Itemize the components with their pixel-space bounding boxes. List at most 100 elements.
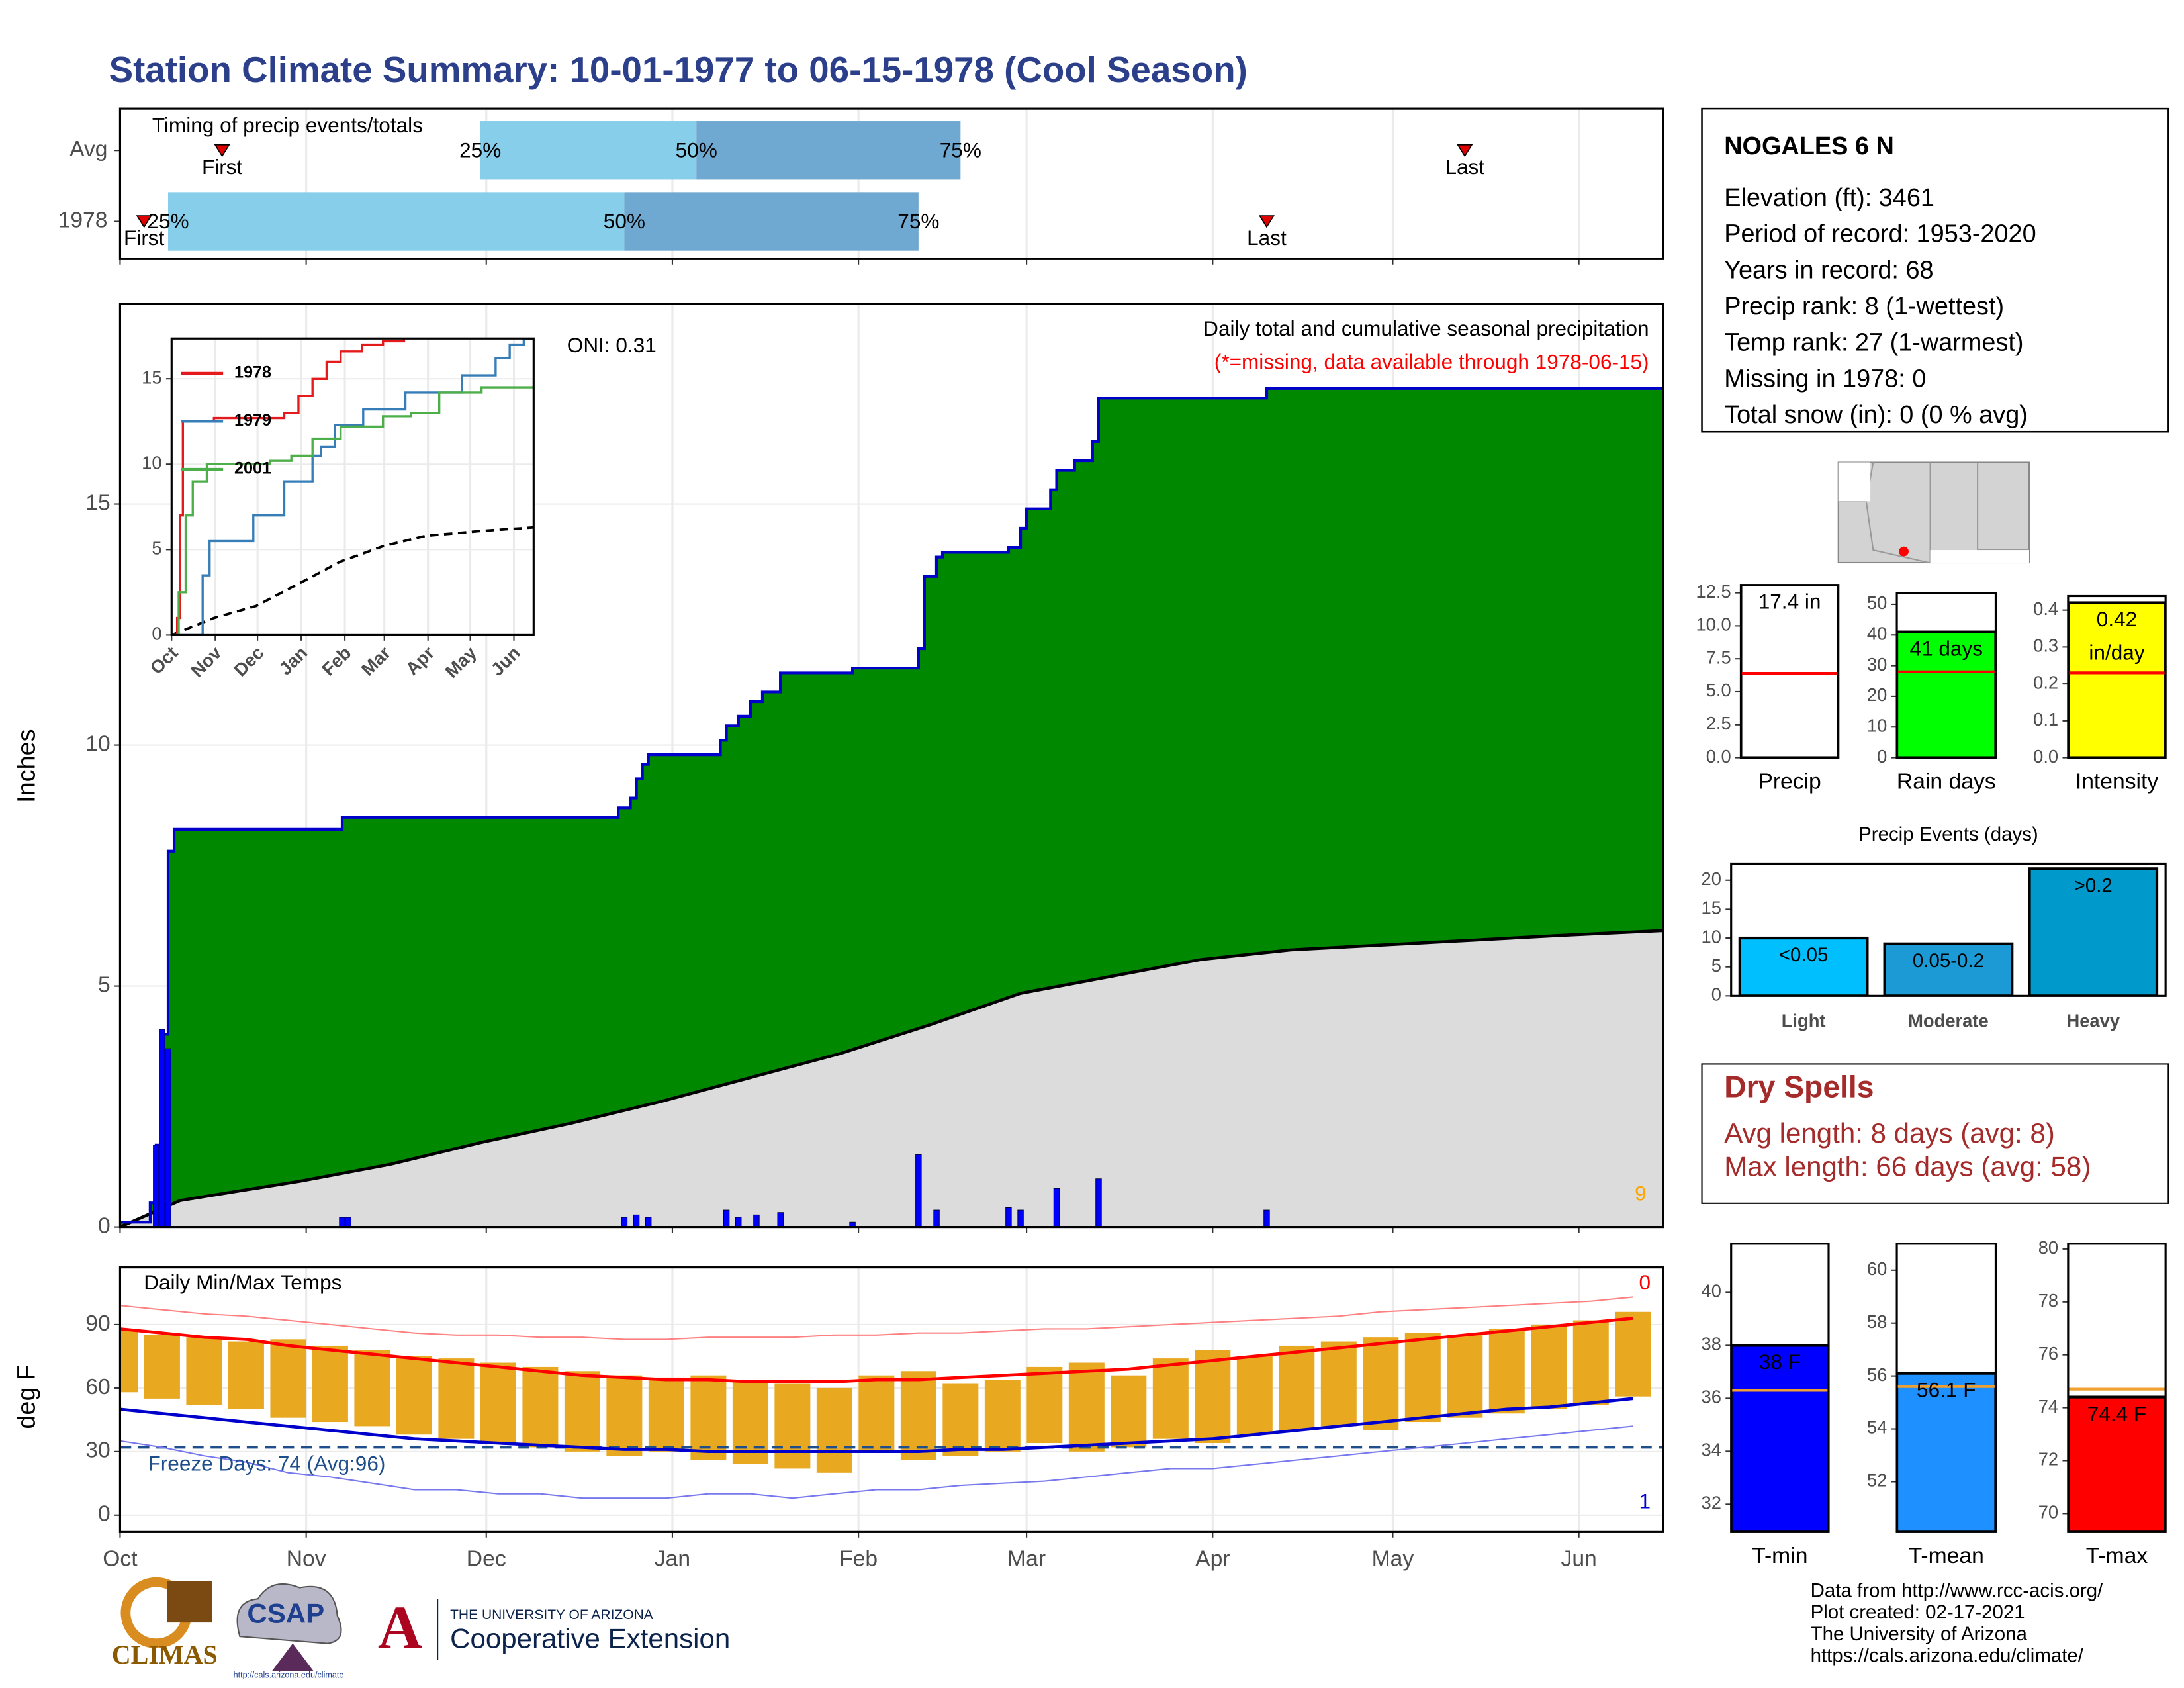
- y-tick-label: 34: [1702, 1440, 1721, 1460]
- y-tick-label: 2.5: [1706, 713, 1731, 733]
- y-tick-label: 5: [98, 972, 111, 997]
- y-tick-label: 0: [98, 1502, 111, 1526]
- normal-area: [120, 930, 1663, 1227]
- csap-text: CSAP: [247, 1598, 324, 1629]
- y-tick-label: 0: [152, 624, 161, 644]
- temp-bar: [522, 1366, 559, 1448]
- daily-bar: [1263, 1209, 1270, 1227]
- footer-line: The University of Arizona: [1811, 1623, 2028, 1645]
- temp-bar: [1488, 1329, 1525, 1414]
- bin-label: 0.05-0.2: [1913, 950, 1984, 972]
- daily-bar: [1053, 1188, 1060, 1227]
- timing-title: Timing of precip events/totals: [152, 113, 423, 137]
- page-title: Station Climate Summary: 10-01-1977 to 0…: [109, 49, 1248, 90]
- footer-line: Plot created: 02-17-2021: [1811, 1601, 2025, 1623]
- y-tick-label: 52: [1867, 1470, 1887, 1491]
- daily-bar: [933, 1209, 940, 1227]
- y-tick-label: 32: [1702, 1493, 1721, 1513]
- plot-area: [120, 1296, 1663, 1499]
- x-tick-label: T-mean: [1909, 1544, 1984, 1568]
- temp-bar: [1363, 1337, 1399, 1430]
- y-tick-label: 36: [1702, 1387, 1721, 1407]
- timing-marker: [1457, 144, 1473, 158]
- timing-bar: [480, 121, 697, 180]
- y-axis-label: Inches: [13, 729, 41, 803]
- csap-cloud: [236, 1583, 342, 1644]
- plot-frame: [1730, 862, 2167, 997]
- csap-url: http://cals.arizona.edu/climate: [234, 1670, 344, 1679]
- oni-label: ONI: 0.31: [567, 333, 657, 357]
- y-tick-label: 0.3: [2033, 635, 2058, 656]
- y-tick-label: 40: [1702, 1281, 1721, 1301]
- plot-area: [1741, 585, 1839, 758]
- y-tick-label: 60: [1867, 1258, 1887, 1279]
- plot-frame: [118, 107, 1664, 260]
- daily-bar: [633, 1214, 640, 1227]
- daily-bar: [777, 1212, 784, 1227]
- temp-bar: [1026, 1366, 1063, 1444]
- y-tick-label: 10: [1702, 926, 1721, 947]
- y-tick-label: 40: [1867, 623, 1887, 643]
- x-tick-label: Precip: [1758, 769, 1821, 794]
- y-axis-label: deg F: [13, 1365, 41, 1429]
- daily-bar: [1095, 1178, 1102, 1227]
- temp-bar: [1111, 1375, 1147, 1448]
- daily-bar: [153, 1145, 159, 1227]
- temp-bar: [1152, 1358, 1189, 1439]
- chart-title: Daily Min/Max Temps: [144, 1270, 341, 1294]
- bar: [1738, 936, 1869, 996]
- plot-frame: [118, 1266, 1664, 1533]
- y-tick-label: 20: [1867, 684, 1887, 705]
- y-tick-label: 5: [152, 538, 161, 559]
- percent-label: 25%: [459, 138, 501, 162]
- y-tick-label: 10.0: [1696, 614, 1731, 635]
- ua-logo: A: [378, 1594, 422, 1662]
- inset-bg: [171, 338, 534, 635]
- temp-bar: [1447, 1335, 1483, 1418]
- value-label: 17.4 in: [1758, 589, 1821, 613]
- y-tick-label: 5.0: [1706, 680, 1731, 700]
- y-tick-label: 50: [1867, 592, 1887, 613]
- y-tick-label: 10: [85, 731, 110, 756]
- y-tick-label: 0: [1711, 984, 1721, 1005]
- corner-label: 9: [1635, 1182, 1647, 1205]
- daily-bar: [345, 1217, 351, 1227]
- map: [1837, 461, 2030, 564]
- station-name: NOGALES 6 N: [1724, 132, 1894, 160]
- y-tick-label: 80: [2038, 1237, 2058, 1258]
- chart-title: Daily total and cumulative seasonal prec…: [1203, 316, 1649, 340]
- avg-min-line: [120, 1397, 1633, 1454]
- daily-bar: [1005, 1207, 1012, 1227]
- temp-bar: [312, 1345, 348, 1423]
- y-tick-label: 56: [1867, 1364, 1887, 1385]
- bar: [2068, 601, 2166, 758]
- y-tick-label: 20: [1702, 868, 1721, 889]
- temp-bar: [228, 1341, 264, 1409]
- value-label: 56.1 F: [1917, 1378, 1976, 1401]
- corner-label: 0: [1639, 1270, 1651, 1294]
- dry-line: Max length: 66 days (avg: 58): [1724, 1150, 2091, 1182]
- temp-bar: [1320, 1341, 1357, 1427]
- temp-bar: [984, 1380, 1021, 1452]
- map-blank: [1838, 462, 1871, 502]
- chart-subtitle: (*=missing, data available through 1978-…: [1214, 350, 1649, 373]
- dry-frame: [1701, 1063, 2169, 1204]
- station-frame: [1701, 107, 2169, 433]
- temp-bar: [690, 1375, 727, 1460]
- station-line: Period of record: 1953-2020: [1724, 220, 2036, 248]
- daily-bar: [723, 1209, 730, 1227]
- daily-bar: [1017, 1209, 1024, 1227]
- temp-bar: [270, 1339, 306, 1418]
- x-tick-label: Jan: [655, 1546, 690, 1571]
- temp-bar: [480, 1362, 516, 1444]
- y-tick-label: 54: [1867, 1417, 1887, 1438]
- y-tick-label: 70: [2038, 1502, 2058, 1523]
- x-tick-label: T-min: [1752, 1544, 1807, 1568]
- csap-mountain: [271, 1643, 314, 1671]
- station-line: Precip rank: 8 (1-wettest): [1724, 293, 2004, 320]
- plot-frame: [118, 303, 1664, 1229]
- legend-label: 1979: [234, 411, 271, 430]
- daily-bar: [645, 1217, 652, 1227]
- series-line: [171, 338, 406, 635]
